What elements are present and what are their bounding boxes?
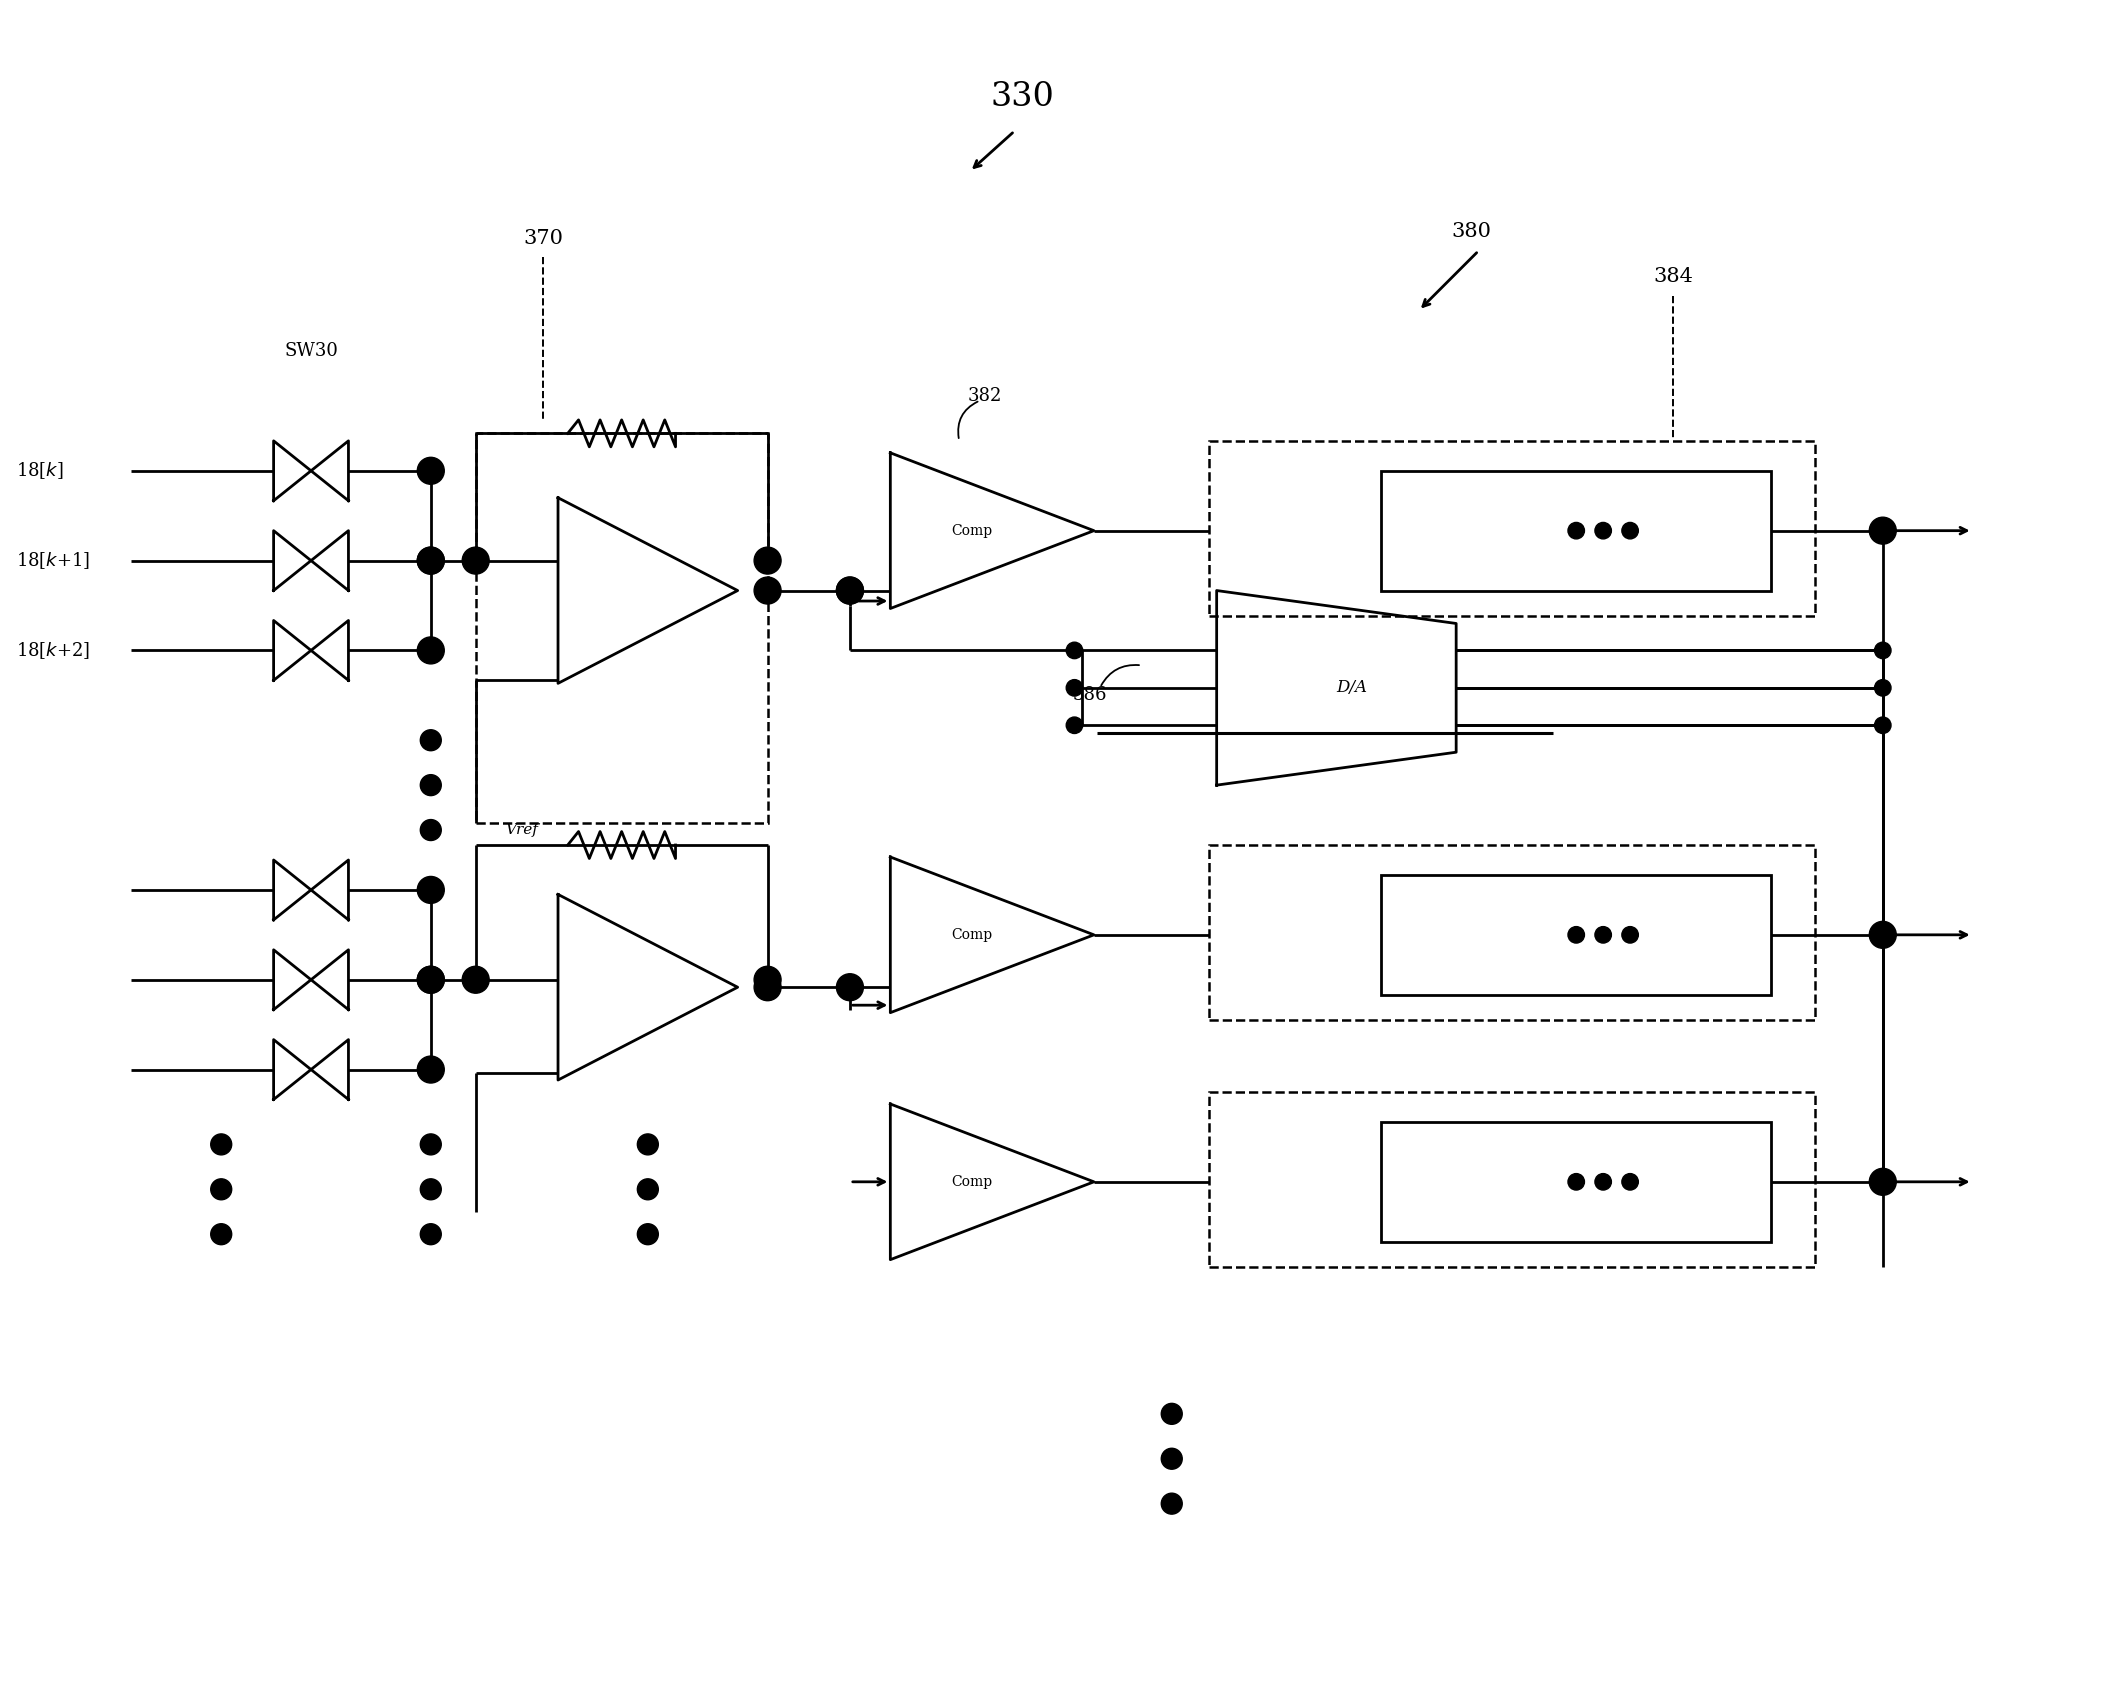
- Bar: [1382, 1122, 1769, 1241]
- Text: 330: 330: [991, 80, 1054, 113]
- Text: 370: 370: [524, 228, 564, 249]
- Circle shape: [1868, 517, 1896, 544]
- Circle shape: [1567, 1173, 1584, 1190]
- Circle shape: [1567, 522, 1584, 539]
- Circle shape: [753, 576, 781, 604]
- Circle shape: [421, 820, 442, 841]
- Circle shape: [638, 1178, 659, 1200]
- FancyBboxPatch shape: [1210, 442, 1816, 616]
- Circle shape: [1595, 1173, 1612, 1190]
- Circle shape: [421, 774, 442, 796]
- Circle shape: [421, 730, 442, 750]
- Text: SW30: SW30: [284, 343, 339, 360]
- Circle shape: [417, 547, 444, 575]
- Text: 386: 386: [1073, 687, 1107, 704]
- Circle shape: [1875, 680, 1891, 696]
- Circle shape: [1595, 926, 1612, 943]
- Text: 18[$k$+1]: 18[$k$+1]: [17, 551, 90, 571]
- Circle shape: [837, 974, 863, 1001]
- Text: 18[$k$+2]: 18[$k$+2]: [17, 639, 90, 662]
- FancyBboxPatch shape: [1210, 1091, 1816, 1267]
- Circle shape: [421, 1178, 442, 1200]
- Circle shape: [1567, 926, 1584, 943]
- Circle shape: [1161, 1403, 1182, 1424]
- Circle shape: [210, 1134, 231, 1154]
- Text: 18[$k$]: 18[$k$]: [17, 460, 63, 481]
- Circle shape: [1067, 718, 1084, 733]
- Circle shape: [417, 876, 444, 904]
- Text: 384: 384: [1654, 266, 1694, 286]
- Circle shape: [1622, 522, 1639, 539]
- Circle shape: [1595, 522, 1612, 539]
- Circle shape: [1161, 1494, 1182, 1514]
- Circle shape: [210, 1224, 231, 1245]
- Circle shape: [1067, 680, 1084, 696]
- Circle shape: [417, 457, 444, 484]
- Text: Comp: Comp: [951, 1175, 993, 1188]
- Circle shape: [1868, 1168, 1896, 1195]
- Circle shape: [1622, 926, 1639, 943]
- Text: 382: 382: [968, 387, 1002, 406]
- Circle shape: [753, 967, 781, 994]
- Circle shape: [417, 638, 444, 663]
- FancyBboxPatch shape: [476, 433, 768, 822]
- Circle shape: [1067, 643, 1084, 658]
- FancyBboxPatch shape: [1210, 846, 1816, 1020]
- Circle shape: [638, 1224, 659, 1245]
- Text: Vref: Vref: [505, 824, 539, 837]
- Circle shape: [1875, 718, 1891, 733]
- Circle shape: [1868, 921, 1896, 948]
- Circle shape: [417, 547, 444, 575]
- Circle shape: [463, 967, 488, 994]
- Bar: [1382, 471, 1769, 590]
- Circle shape: [210, 1178, 231, 1200]
- Circle shape: [463, 547, 488, 575]
- Circle shape: [421, 1224, 442, 1245]
- Text: Comp: Comp: [951, 523, 993, 537]
- Circle shape: [837, 576, 863, 604]
- Text: 380: 380: [1452, 222, 1492, 240]
- Circle shape: [421, 1134, 442, 1154]
- Circle shape: [1622, 1173, 1639, 1190]
- Circle shape: [837, 576, 863, 604]
- Circle shape: [417, 967, 444, 994]
- Circle shape: [638, 1134, 659, 1154]
- Text: D/A: D/A: [1336, 679, 1368, 696]
- Circle shape: [417, 967, 444, 994]
- Circle shape: [1875, 643, 1891, 658]
- Circle shape: [753, 974, 781, 1001]
- Circle shape: [1161, 1448, 1182, 1470]
- Circle shape: [417, 1055, 444, 1083]
- Circle shape: [753, 547, 781, 575]
- Text: Comp: Comp: [951, 928, 993, 941]
- Bar: [1382, 875, 1769, 994]
